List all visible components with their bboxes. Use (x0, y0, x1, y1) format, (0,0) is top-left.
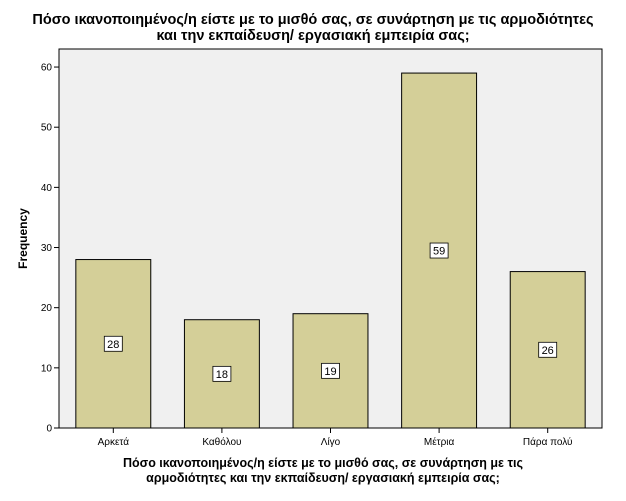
x-tick-label: Πάρα πολύ (523, 436, 573, 448)
x-axis-label-line-1: Πόσο ικανοποιημένος/η είστε με το μισθό … (122, 456, 524, 470)
x-tick-label: Μέτρια (424, 436, 455, 448)
y-tick-label: 0 (46, 424, 52, 435)
data-label: 26 (542, 345, 554, 357)
x-tick-label: Λίγο (321, 436, 341, 448)
data-label-box (321, 362, 340, 379)
y-tick-label: 30 (41, 243, 53, 254)
y-tick-label: 10 (41, 363, 53, 374)
data-label-box (538, 341, 558, 358)
chart-title-line-2: και την εκπαίδευση/ εργασιακή εμπειρία σ… (156, 28, 470, 44)
x-tick-label: Καθόλου (202, 436, 241, 448)
plot-frame (58, 48, 603, 429)
y-tick-label: 50 (41, 123, 53, 134)
y-tick-label: 40 (41, 183, 53, 194)
data-label: 18 (216, 369, 228, 381)
x-tick-label: Αρκετά (98, 436, 130, 448)
y-axis-label: Frequency (16, 208, 30, 269)
x-axis-label-line-2: αρμοδιότητες και την εκπαίδευση/ εργασια… (146, 471, 500, 485)
data-label: 19 (324, 366, 336, 378)
data-label-box (103, 335, 123, 352)
chart-title: Πόσο ικανοποιημένος/η είστε με το μισθό … (0, 12, 626, 44)
x-axis-label: Πόσο ικανοποιημένος/η είστε με το μισθό … (40, 456, 606, 486)
chart-title-line-1: Πόσο ικανοποιημένος/η είστε με το μισθό … (32, 12, 594, 28)
data-label-box (429, 242, 449, 259)
y-tick-label: 20 (41, 303, 53, 314)
data-label: 59 (433, 246, 445, 258)
data-label: 28 (107, 339, 119, 351)
data-label-box (212, 365, 232, 382)
y-tick-label: 60 (41, 63, 53, 74)
